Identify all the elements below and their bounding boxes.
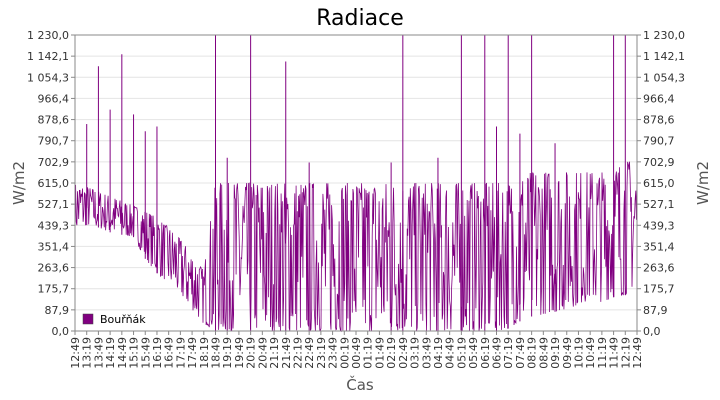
x-tick-label: 15:49: [139, 337, 152, 369]
y-tick-label-right: 790,7: [643, 135, 675, 148]
y-tick-label-left: 615,0: [38, 177, 70, 190]
y-tick-label-left: 263,6: [38, 262, 70, 275]
y-tick-label-right: 1 230,0: [643, 29, 685, 42]
y-ticks-left: 0,0 87,9 175,7 263,6 351,4 439,3 527,1 615,0 702…: [27, 29, 75, 338]
y-tick-label-right: 966,4: [643, 92, 675, 105]
y-tick-label-right: 351,4: [643, 240, 675, 253]
legend-swatch: [82, 313, 94, 325]
y-tick-label-left: 878,6: [38, 114, 70, 127]
x-tick-label: 13:19: [81, 337, 94, 369]
y-tick-label-right: 878,6: [643, 114, 675, 127]
x-tick-label: 02:49: [397, 337, 410, 369]
y-tick-label-right: 702,9: [643, 156, 675, 169]
y-tick-label-left: 0,0: [52, 325, 70, 338]
x-tick-label: 17:19: [174, 337, 187, 369]
x-tick-label: 00:19: [338, 337, 351, 369]
x-tick-label: 08:19: [526, 337, 539, 369]
y-tick-label-right: 0,0: [643, 325, 661, 338]
series-bourak: [74, 35, 638, 333]
x-tick-label: 01:19: [362, 337, 375, 369]
x-tick-label: 20:19: [245, 337, 258, 369]
series-line: [74, 161, 638, 333]
y-tick-label-left: 966,4: [38, 92, 70, 105]
y-tick-label-left: 1 142,1: [27, 50, 69, 63]
x-tick-label: 18:19: [198, 337, 211, 369]
x-tick-label: 04:49: [444, 337, 457, 369]
x-tick-label: 14:49: [116, 337, 129, 369]
x-axis-label: Čas: [346, 375, 374, 394]
y-tick-label-right: 175,7: [643, 283, 675, 296]
x-tick-label: 21:49: [280, 337, 293, 369]
y-ticks-right: 0,0 87,9 175,7 263,6 351,4 439,3 527,1 615,0 702…: [637, 29, 685, 338]
x-tick-label: 23:19: [315, 337, 328, 369]
x-tick-label: 16:19: [151, 337, 164, 369]
x-tick-label: 11:49: [608, 337, 621, 369]
legend: Bouřňák: [82, 313, 146, 326]
x-tick-label: 22:49: [303, 337, 316, 369]
x-tick-label: 12:49: [631, 337, 644, 369]
x-tick-label: 04:19: [432, 337, 445, 369]
legend-label: Bouřňák: [100, 313, 146, 326]
y-tick-label-left: 527,1: [38, 198, 70, 211]
y-tick-label-right: 615,0: [643, 177, 675, 190]
x-tick-label: 05:49: [467, 337, 480, 369]
x-tick-label: 12:19: [619, 337, 632, 369]
x-tick-label: 16:49: [163, 337, 176, 369]
x-tick-label: 09:19: [549, 337, 562, 369]
x-tick-label: 08:49: [537, 337, 550, 369]
x-tick-label: 14:19: [104, 337, 117, 369]
x-tick-label: 12:49: [69, 337, 82, 369]
x-tick-label: 19:49: [233, 337, 246, 369]
y-tick-label-left: 702,9: [38, 156, 70, 169]
y-tick-label-right: 263,6: [643, 262, 675, 275]
x-tick-label: 11:19: [596, 337, 609, 369]
x-tick-label: 02:19: [385, 337, 398, 369]
y-tick-label-right: 1 054,3: [643, 71, 685, 84]
x-ticks: 12:4913:1913:4914:1914:4915:1915:4916:19…: [69, 331, 644, 369]
x-tick-label: 09:49: [561, 337, 574, 369]
x-tick-label: 10:49: [584, 337, 597, 369]
y-tick-label-right: 439,3: [643, 219, 675, 232]
y-tick-label-left: 175,7: [38, 283, 70, 296]
y-tick-label-left: 351,4: [38, 240, 70, 253]
y-tick-label-left: 1 230,0: [27, 29, 69, 42]
chart-title: Radiace: [316, 6, 403, 31]
x-tick-label: 05:19: [455, 337, 468, 369]
x-tick-label: 13:49: [92, 337, 105, 369]
x-tick-label: 19:19: [221, 337, 234, 369]
y-tick-label-left: 790,7: [38, 135, 70, 148]
y-tick-label-right: 1 142,1: [643, 50, 685, 63]
y-axis-label-left: W/m2: [10, 161, 28, 205]
x-tick-label: 00:49: [350, 337, 363, 369]
y-tick-label-right: 87,9: [643, 304, 668, 317]
x-tick-label: 01:49: [373, 337, 386, 369]
x-tick-label: 03:19: [409, 337, 422, 369]
x-tick-label: 18:49: [210, 337, 223, 369]
y-tick-label-left: 87,9: [45, 304, 70, 317]
y-tick-label-left: 1 054,3: [27, 71, 69, 84]
x-tick-label: 21:19: [268, 337, 281, 369]
x-tick-label: 07:49: [514, 337, 527, 369]
x-tick-label: 06:19: [479, 337, 492, 369]
y-tick-label-right: 527,1: [643, 198, 675, 211]
x-tick-label: 03:49: [420, 337, 433, 369]
x-tick-label: 06:49: [491, 337, 504, 369]
x-tick-label: 17:49: [186, 337, 199, 369]
x-tick-label: 22:19: [291, 337, 304, 369]
x-tick-label: 07:19: [502, 337, 515, 369]
x-tick-label: 15:19: [128, 337, 141, 369]
y-tick-label-left: 439,3: [38, 219, 70, 232]
x-tick-label: 10:19: [572, 337, 585, 369]
x-tick-label: 23:49: [327, 337, 340, 369]
y-axis-label-right: W/m2: [694, 161, 712, 205]
x-tick-label: 20:49: [256, 337, 269, 369]
